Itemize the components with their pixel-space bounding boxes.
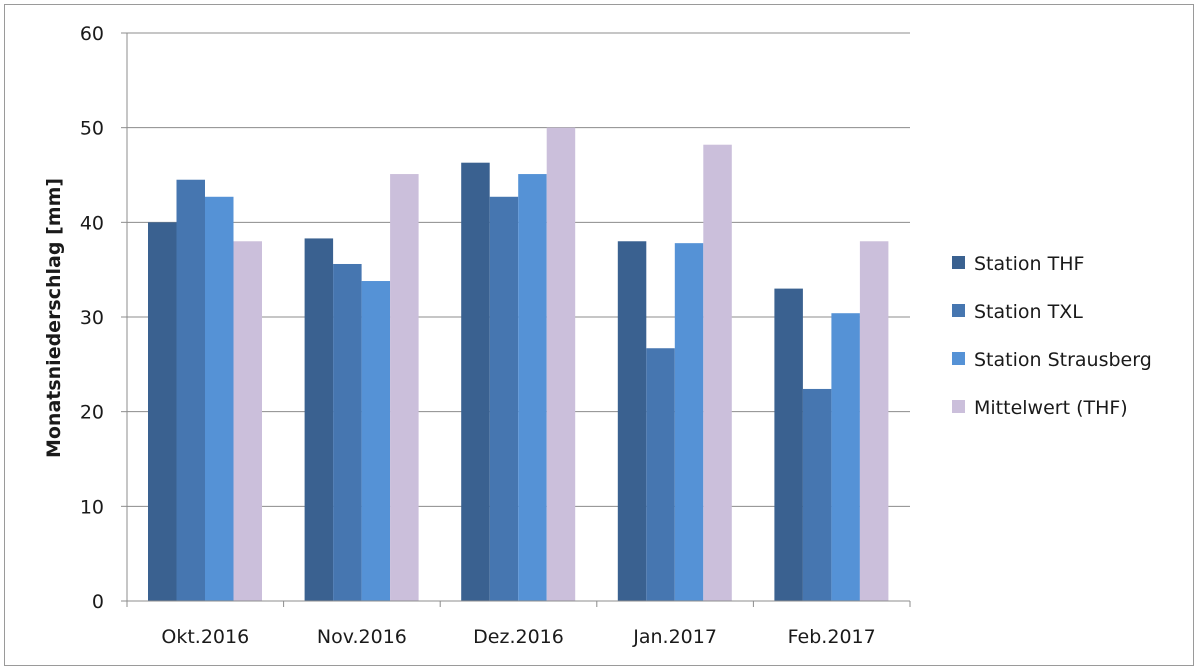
bar-mittelwert-thf-4	[859, 241, 889, 601]
bar-station-strausberg-0	[205, 196, 234, 602]
y-tick-label: 10	[80, 496, 104, 518]
bar-station-strausberg-4	[831, 313, 860, 601]
legend-swatch	[952, 256, 965, 269]
bar-station-thf-1	[304, 238, 334, 601]
legend-swatch	[952, 352, 965, 365]
y-tick-label: 40	[80, 212, 104, 234]
axes	[121, 32, 911, 607]
x-category-label: Dez.2016	[473, 626, 564, 648]
x-category-label: Feb.2017	[788, 626, 876, 648]
legend-label: Mittelwert (THF)	[974, 397, 1128, 419]
x-category-labels: Okt.2016 Nov.2016 Dez.2016 Jan.2017 Feb.2017	[161, 626, 875, 648]
bar-station-thf-0	[148, 222, 177, 602]
bar-mittelwert-thf-1	[390, 174, 419, 601]
y-tick-label: 50	[80, 118, 104, 140]
y-tick-label: 60	[80, 23, 104, 45]
y-tick-label: 30	[80, 307, 104, 329]
legend-label: Station Strausberg	[974, 349, 1152, 371]
y-tick-label: 0	[92, 591, 104, 613]
legend-label: Station TXL	[974, 301, 1083, 323]
bar-station-strausberg-2	[518, 174, 547, 601]
x-category-label: Okt.2016	[161, 626, 249, 648]
legend-label: Station THF	[974, 253, 1084, 275]
y-tick-label: 20	[80, 402, 104, 424]
legend-swatch	[952, 400, 965, 413]
bar-station-txl-1	[333, 263, 362, 601]
bar-station-thf-2	[461, 162, 490, 601]
bar-station-strausberg-3	[674, 243, 704, 601]
y-tick-labels: 0 10 20 30 40 50 60	[80, 23, 104, 613]
bar-mittelwert-thf-0	[233, 241, 262, 601]
bar-station-txl-3	[646, 348, 675, 601]
x-category-label: Jan.2017	[632, 626, 717, 648]
bar-station-thf-4	[774, 288, 803, 601]
legend: Station THF Station TXL Station Strausberg…	[952, 253, 1152, 419]
bar-station-txl-0	[176, 179, 205, 601]
bar-station-txl-2	[489, 196, 519, 602]
bar-station-txl-4	[802, 388, 832, 601]
y-axis-title: Monatsniederschlag [mm]	[43, 178, 65, 458]
bars	[148, 127, 889, 602]
legend-swatch	[952, 304, 965, 317]
bar-mittelwert-thf-3	[703, 144, 732, 601]
bar-mittelwert-thf-2	[546, 127, 576, 602]
x-category-label: Nov.2016	[317, 626, 407, 648]
bar-station-thf-3	[617, 241, 647, 601]
bar-station-strausberg-1	[361, 281, 391, 601]
